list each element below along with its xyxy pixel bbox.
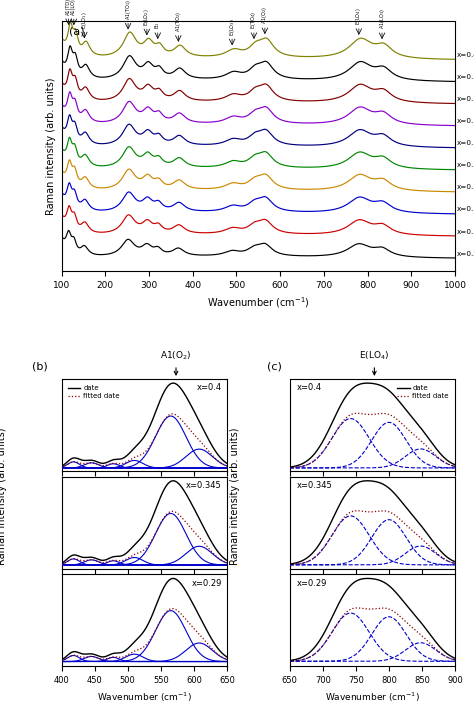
Text: A1(LO$_3$): A1(LO$_3$) xyxy=(377,8,386,29)
Text: x=0.38: x=0.38 xyxy=(457,74,474,80)
Text: A1(LO): A1(LO) xyxy=(72,0,76,16)
Text: Raman intensity (arb. units): Raman intensity (arb. units) xyxy=(0,428,8,565)
Text: E(LO$_2$): E(LO$_2$) xyxy=(142,8,151,26)
Text: x=0.36: x=0.36 xyxy=(457,118,474,124)
Text: B$_1$: B$_1$ xyxy=(154,22,162,29)
Text: A1(TO$_2$): A1(TO$_2$) xyxy=(174,11,183,32)
Text: A1(TO$_1$): A1(TO$_1$) xyxy=(124,0,133,20)
Text: E(TO$_4$): E(TO$_4$) xyxy=(249,11,258,29)
Text: x=0.33: x=0.33 xyxy=(457,206,474,213)
Text: E(LO$_3$): E(LO$_3$) xyxy=(228,18,237,35)
X-axis label: Wavenumber (cm$^{-1}$): Wavenumber (cm$^{-1}$) xyxy=(207,296,310,311)
Text: x=0.32: x=0.32 xyxy=(457,228,474,235)
Text: A1(O$_2$): A1(O$_2$) xyxy=(260,6,269,24)
Text: x=0.4: x=0.4 xyxy=(296,384,321,393)
Text: x=0.29: x=0.29 xyxy=(457,250,474,257)
Text: x=0.29: x=0.29 xyxy=(296,579,327,588)
Text: (a): (a) xyxy=(70,26,85,36)
Text: (b): (b) xyxy=(32,362,47,372)
Text: x=0.345: x=0.345 xyxy=(457,162,474,168)
Legend: date, fitted date: date, fitted date xyxy=(65,382,122,402)
Text: x=0.37: x=0.37 xyxy=(457,96,474,102)
Text: E(LO$_4$): E(LO$_4$) xyxy=(355,7,364,25)
Text: E(LO$_4$): E(LO$_4$) xyxy=(359,350,390,375)
Text: Raman intensity (arb. units): Raman intensity (arb. units) xyxy=(229,428,240,565)
Text: x=0.345: x=0.345 xyxy=(296,481,332,490)
Text: x=0.29: x=0.29 xyxy=(191,579,222,588)
Text: x=0.34: x=0.34 xyxy=(457,184,474,191)
Legend: date, fitted date: date, fitted date xyxy=(394,382,452,402)
X-axis label: Wavenumber (cm$^{-1}$): Wavenumber (cm$^{-1}$) xyxy=(325,691,420,704)
X-axis label: Wavenumber (cm$^{-1}$): Wavenumber (cm$^{-1}$) xyxy=(97,691,191,704)
Text: (c): (c) xyxy=(266,362,282,372)
Text: x=0.35: x=0.35 xyxy=(457,140,474,146)
Text: E(LO$_1$): E(LO$_1$) xyxy=(80,11,89,28)
Text: x=0.4: x=0.4 xyxy=(197,384,222,393)
Text: x=0.40: x=0.40 xyxy=(457,52,474,58)
Y-axis label: Raman intensity (arb. units): Raman intensity (arb. units) xyxy=(46,77,56,215)
Text: A1(O$_2$): A1(O$_2$) xyxy=(160,350,192,375)
Text: x=0.345: x=0.345 xyxy=(186,481,222,490)
Text: A1(TO): A1(TO) xyxy=(66,0,71,16)
